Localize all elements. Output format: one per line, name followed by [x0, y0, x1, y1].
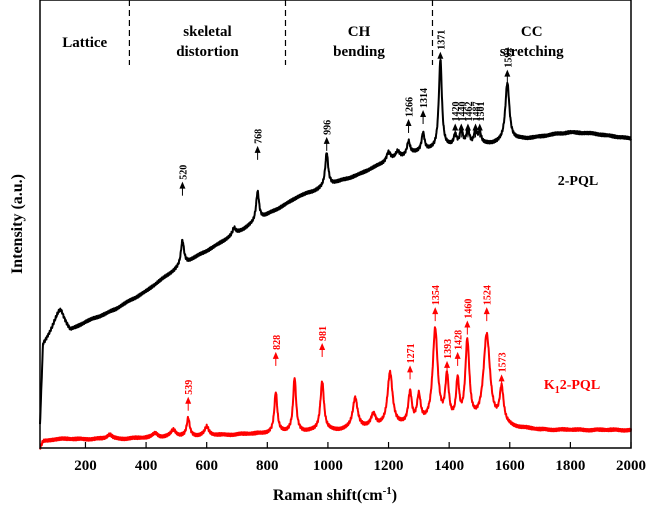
peak-arrowhead [323, 136, 330, 144]
peak-arrowhead [319, 342, 326, 350]
x-tick-label: 1200 [374, 458, 404, 474]
series-legend-label: K12-PQL [544, 378, 600, 396]
region-layer: Lattice skeletal distortion CH bending CC stre… [62, 0, 564, 65]
peak-label: 1573 [498, 352, 509, 372]
peak-label: 539 [184, 380, 195, 395]
region-label: stretching [500, 44, 564, 60]
peak-label: 1428 [454, 330, 465, 350]
peak-label: 1266 [405, 97, 416, 117]
peak-arrowhead [272, 351, 279, 359]
peak-arrowhead [407, 365, 414, 373]
peak-arrowhead [458, 123, 465, 131]
peak-label: 1420 [451, 101, 462, 121]
peak-arrowhead [498, 374, 505, 382]
peak-label: 981 [318, 326, 329, 341]
region-label: skeletal [183, 24, 231, 40]
peak-arrowhead [464, 320, 471, 328]
region-label: Lattice [62, 35, 107, 51]
peak-label: 996 [323, 120, 334, 135]
x-tick-label: 1400 [434, 458, 464, 474]
peak-label: 520 [178, 165, 189, 180]
annotation-layer: 520 768 996 1266 1314 1371 1420144014621487150… [178, 30, 514, 411]
peak-arrowhead [420, 110, 427, 117]
peak-arrowhead [454, 351, 461, 359]
peak-label: 1487 [472, 101, 483, 121]
y-axis-title: Intensity (a.u.) [9, 174, 26, 274]
peak-arrowhead [464, 123, 471, 131]
x-tick-label: 1800 [555, 458, 585, 474]
peak-arrowhead [472, 123, 479, 131]
region-label: bending [333, 44, 385, 60]
peak-label: 1271 [406, 343, 417, 363]
peak-label: 1314 [419, 88, 430, 108]
peak-label: 1462 [464, 101, 475, 121]
region-label: CH [348, 24, 371, 40]
peak-label: 1592 [503, 48, 514, 68]
peak-arrowhead [185, 396, 192, 404]
peak-arrowhead [444, 360, 451, 368]
legend-layer: 2-PQL K12-PQL [544, 174, 600, 396]
x-tick-label: 2000 [616, 458, 646, 474]
peak-arrowhead [405, 118, 412, 126]
series-line [39, 326, 632, 450]
peak-arrowhead [452, 123, 459, 131]
region-label: distortion [176, 44, 239, 60]
peak-label: 1371 [436, 30, 447, 50]
x-tick-label: 1600 [495, 458, 525, 474]
series-line [39, 59, 632, 425]
x-tick-label: 400 [135, 458, 158, 474]
peak-label: 1440 [457, 101, 468, 121]
tick-layer: 200 400 600 800 1000 1200 1400 1600 1800 2000 [74, 442, 646, 474]
peak-label: 1501 [476, 101, 487, 121]
peak-label: 1524 [483, 285, 494, 305]
x-tick-label: 1000 [313, 458, 343, 474]
peak-arrowhead [432, 307, 439, 315]
x-tick-label: 800 [256, 458, 279, 474]
peak-arrowhead [179, 181, 186, 189]
peak-label: 1460 [463, 299, 474, 319]
peak-arrowhead [476, 123, 483, 131]
peak-label: 1393 [443, 339, 454, 359]
x-axis-title: Raman shift(cm-1) [273, 485, 397, 504]
peak-label: 828 [272, 335, 283, 350]
series-layer [39, 59, 632, 450]
peak-label: 1354 [431, 285, 442, 305]
x-tick-label: 600 [195, 458, 218, 474]
peak-arrowhead [254, 145, 261, 153]
peak-arrowhead [504, 69, 511, 77]
plot-frame [39, 0, 632, 449]
series-legend-label: 2-PQL [558, 174, 598, 189]
x-tick-label: 200 [74, 458, 97, 474]
peak-arrowhead [483, 307, 490, 315]
peak-label: 768 [254, 129, 265, 144]
peak-arrowhead [437, 51, 444, 59]
region-label: CC [521, 24, 543, 40]
